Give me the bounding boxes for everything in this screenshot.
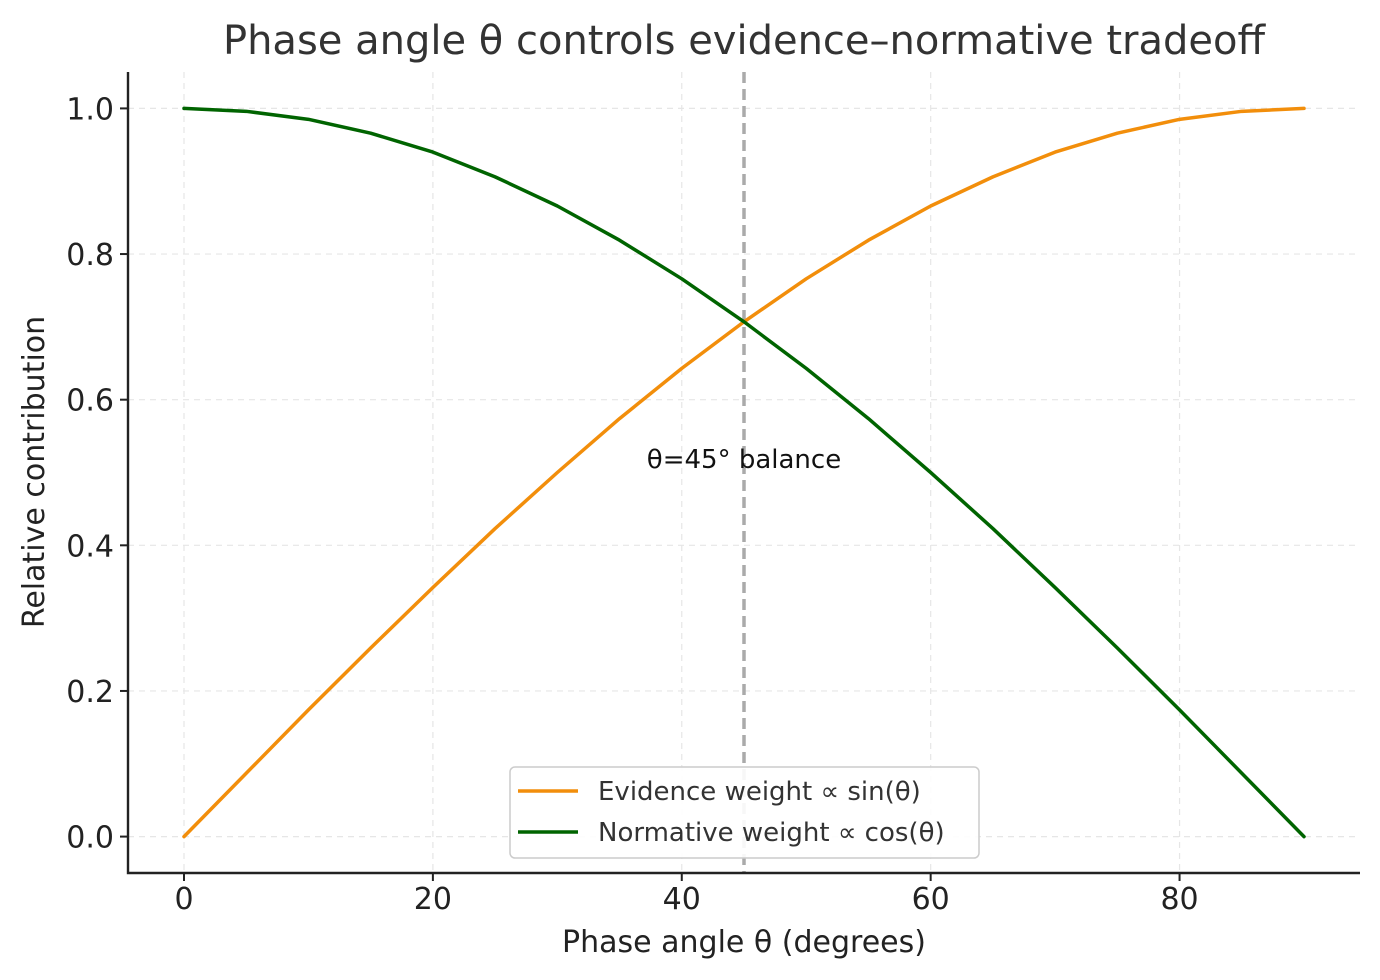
y-tick-label: 1.0 xyxy=(66,92,114,127)
x-tick-label: 60 xyxy=(912,882,950,917)
x-tick-label: 40 xyxy=(663,882,701,917)
legend-evidence-label: Evidence weight ∝ sin(θ) xyxy=(598,777,921,807)
axes-spine xyxy=(126,72,1360,875)
x-axis-ticks: 0 20 40 60 80 xyxy=(174,873,1199,917)
chart-title: Phase angle θ controls evidence–normativ… xyxy=(223,18,1267,64)
y-axis-label: Relative contribution xyxy=(17,316,52,628)
y-tick-label: 0.6 xyxy=(66,384,114,419)
legend: Evidence weight ∝ sin(θ) Normative weigh… xyxy=(509,766,980,859)
x-tick-label: 80 xyxy=(1160,882,1198,917)
y-tick-label: 0.4 xyxy=(66,529,114,564)
legend-box xyxy=(509,766,980,859)
y-tick-label: 0.8 xyxy=(66,238,114,273)
y-axis-ticks: 0.0 0.2 0.4 0.6 0.8 1.0 xyxy=(66,92,128,856)
x-axis-label: Phase angle θ (degrees) xyxy=(562,925,926,960)
y-tick-label: 0.2 xyxy=(66,675,114,710)
x-tick-label: 20 xyxy=(414,882,452,917)
series-layer xyxy=(182,106,1306,839)
legend-normative-label: Normative weight ∝ cos(θ) xyxy=(598,818,945,848)
y-tick-label: 0.0 xyxy=(66,821,114,856)
x-tick-label: 0 xyxy=(174,882,193,917)
normative-weight-line xyxy=(182,106,1306,839)
balance-annotation: θ=45° balance xyxy=(647,445,841,475)
